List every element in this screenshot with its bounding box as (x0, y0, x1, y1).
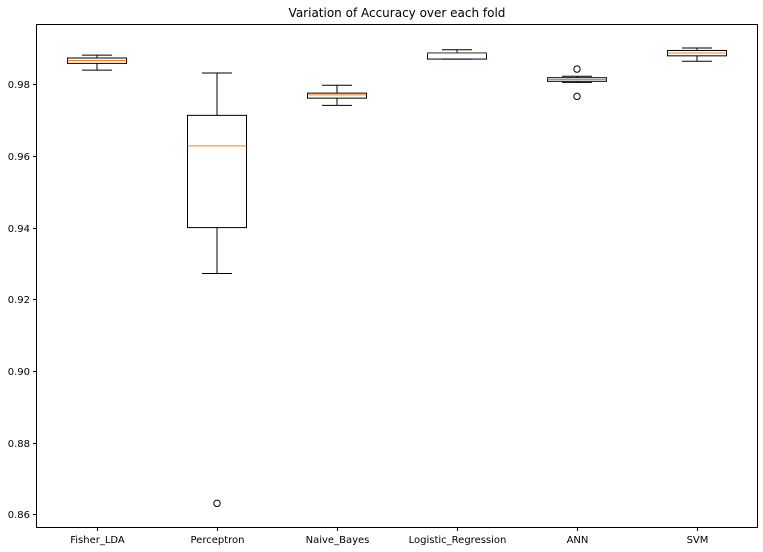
x-tick-label: Naive_Bayes (306, 535, 370, 546)
box-group (187, 72, 247, 508)
x-tick-label: Fisher_LDA (70, 535, 125, 546)
outlier-point (573, 65, 581, 73)
outlier-point (213, 499, 221, 508)
box-group (307, 84, 367, 106)
y-axis: 0.86 0.88 0.90 0.92 0.94 0.96 0.98 (8, 80, 37, 521)
y-tick-label: 0.96 (8, 152, 30, 163)
box-group (427, 49, 487, 60)
outlier-point (573, 92, 581, 101)
x-axis: Fisher_LDA Perceptron Naive_Bayes Logistic_… (70, 527, 708, 546)
box-group (67, 54, 127, 71)
y-tick-label: 0.98 (8, 80, 30, 91)
x-tick-label: SVM (687, 535, 709, 546)
x-tick-label: Logistic_Regression (409, 535, 507, 546)
x-tick-label: Perceptron (191, 535, 245, 546)
y-tick-label: 0.94 (8, 224, 30, 235)
box (307, 92, 367, 99)
plot-area (36, 24, 758, 528)
box-group (667, 47, 727, 62)
y-tick-label: 0.90 (8, 367, 30, 378)
y-tick-label: 0.86 (8, 510, 30, 521)
box (427, 52, 487, 60)
box-group (547, 65, 607, 101)
boxes-layer (67, 47, 727, 508)
y-tick-label: 0.88 (8, 439, 30, 450)
box (187, 114, 247, 229)
chart-title: Variation of Accuracy over each fold (289, 6, 506, 20)
x-tick-label: ANN (567, 535, 589, 546)
y-tick-label: 0.92 (8, 295, 30, 306)
